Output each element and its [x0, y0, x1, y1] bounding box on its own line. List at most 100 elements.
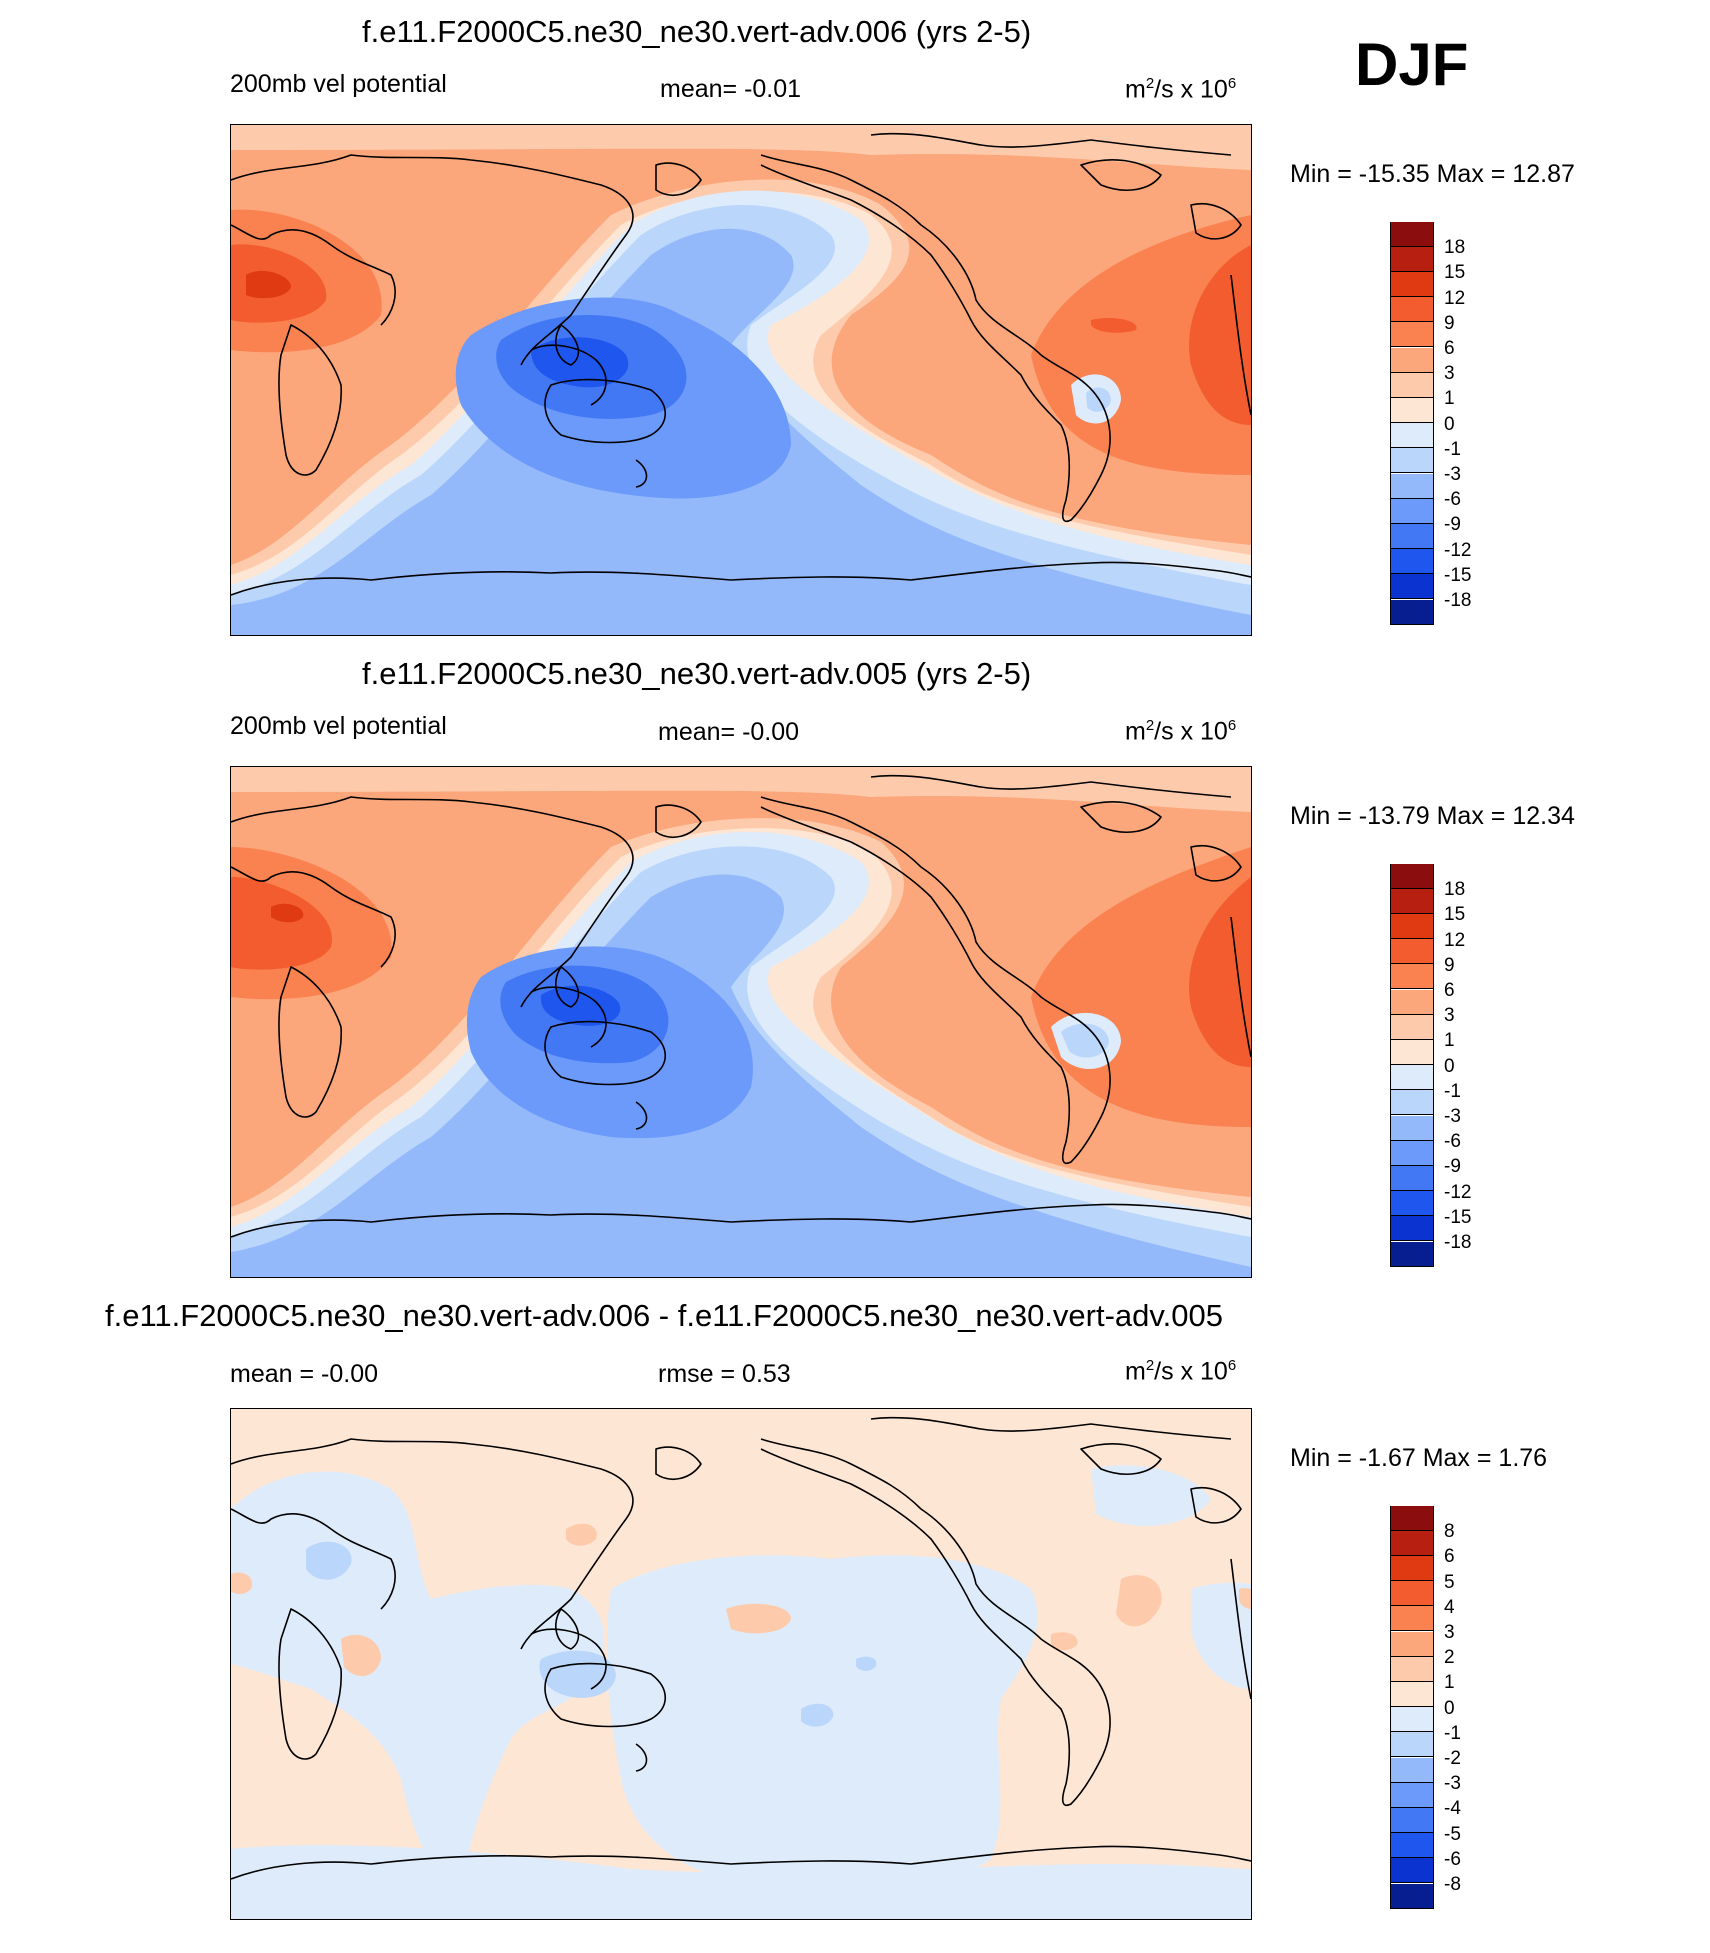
colorbar-tick-label: 6: [1444, 980, 1455, 1001]
colorbar-segment: [1391, 1807, 1433, 1834]
colorbar-tick-label: -1: [1444, 1722, 1461, 1744]
colorbar-tick-label: 6: [1444, 338, 1455, 359]
colorbar-segment: [1391, 372, 1433, 398]
colorbar-segment: [1391, 1757, 1433, 1783]
colorbar-tick-label: 6: [1444, 1546, 1455, 1568]
colorbar-segment: [1391, 347, 1433, 373]
colorbar-segment: [1391, 423, 1433, 449]
colorbar-tick-label: -15: [1444, 564, 1472, 586]
colorbar-segment: [1391, 1631, 1433, 1657]
colorbar-segment: [1391, 1014, 1433, 1040]
panel1-title: f.e11.F2000C5.ne30_ne30.vert-adv.006 (yr…: [362, 14, 1032, 49]
colorbar-tick-label: 8: [1444, 1521, 1455, 1543]
colorbar-tick-label: 1: [1444, 388, 1455, 410]
panel3-title: f.e11.F2000C5.ne30_ne30.vert-adv.006 - f…: [105, 1298, 1223, 1333]
colorbar-segment: [1391, 1581, 1433, 1607]
colorbar-strip: [1390, 1505, 1434, 1910]
panel1-coastlines: [231, 132, 1251, 596]
colorbar-tick-label: -15: [1444, 1206, 1472, 1228]
colorbar-tick-label: -1: [1444, 1080, 1461, 1102]
colorbar-tick-label: -18: [1444, 590, 1472, 611]
colorbar-segment: [1391, 221, 1433, 247]
panel1-left-label: 200mb vel potential: [230, 70, 447, 98]
panel1-colorbar: 18 15 12 9 6 3 1 0 -1 -3 -6 -9 -12 -15 -18: [1390, 221, 1494, 626]
panel3-rmse-label: rmse = 0.53: [658, 1360, 791, 1388]
colorbar-segment: [1391, 1833, 1433, 1859]
panel3-colorbar: 8 6 5 4 3 2 1 0 -1 -2 -3 -4 -5 -6 -8: [1390, 1505, 1494, 1910]
colorbar-segment: [1391, 1883, 1433, 1909]
colorbar-segment: [1391, 1858, 1433, 1884]
panel1-map-svg: [231, 125, 1251, 635]
colorbar-tick-label: -1: [1444, 438, 1461, 460]
colorbar-segment: [1391, 964, 1433, 990]
colorbar-segment: [1391, 1606, 1433, 1632]
colorbar-tick-label: -9: [1444, 514, 1461, 536]
colorbar-segment: [1391, 1555, 1433, 1582]
colorbar-segment: [1391, 1656, 1433, 1682]
colorbar-segment: [1391, 448, 1433, 474]
panel3-field-pos-pac: [726, 1603, 791, 1634]
colorbar-tick-label: 18: [1444, 237, 1466, 259]
panel1-field-africa-high: [1189, 245, 1251, 425]
colorbar-tick-label: 9: [1444, 954, 1455, 976]
panel1-units-label: m2/s x 106: [1125, 75, 1237, 104]
panel3-map: [230, 1408, 1252, 1920]
colorbar-segment: [1391, 1039, 1433, 1066]
panel3-field-pos-west: [231, 1572, 253, 1595]
panel2-minmax-label: Min = -13.79 Max = 12.34: [1290, 802, 1575, 830]
colorbar-tick-label: 3: [1444, 363, 1455, 385]
panel2-coastlines: [231, 774, 1251, 1238]
panel2-field-mideast-high: [231, 877, 332, 970]
panel1-field-tropical-atl: [1091, 318, 1137, 333]
panel2-mean-label: mean= -0.00: [658, 718, 800, 746]
panel3-field-pos-africa: [341, 1634, 381, 1677]
colorbar-segment: [1391, 1191, 1433, 1217]
colorbar-tick-label: 1: [1444, 1672, 1455, 1694]
panel3-minmax-label: Min = -1.67 Max = 1.76: [1290, 1444, 1548, 1472]
panel2-field-sa-pocket2: [1061, 1023, 1109, 1058]
colorbar-segment: [1391, 1505, 1433, 1531]
colorbar-strip: [1390, 221, 1434, 626]
colorbar-tick-label: -6: [1444, 489, 1461, 511]
colorbar-segment: [1391, 1065, 1433, 1091]
colorbar-tick-label: 3: [1444, 1622, 1455, 1643]
colorbar-tick-label: -12: [1444, 1181, 1472, 1203]
colorbar-segment: [1391, 939, 1433, 965]
colorbar-tick-label: 15: [1444, 262, 1466, 284]
colorbar-tick-label: 3: [1444, 1005, 1455, 1027]
panel3-field-neg-africa: [1191, 1582, 1251, 1689]
colorbar-tick-label: 12: [1444, 929, 1466, 951]
colorbar-segment: [1391, 473, 1433, 499]
colorbar-tick-label: -2: [1444, 1748, 1461, 1769]
colorbar-segment: [1391, 1241, 1433, 1267]
colorbar-segment: [1391, 1782, 1433, 1808]
panel3-units-label: m2/s x 106: [1125, 1357, 1237, 1386]
panel1-minmax-label: Min = -15.35 Max = 12.87: [1290, 160, 1575, 188]
colorbar-segment: [1391, 863, 1433, 889]
colorbar-tick-label: 2: [1444, 1647, 1455, 1669]
colorbar-tick-label: 5: [1444, 1571, 1455, 1593]
panel1-field-arctic: [231, 125, 1251, 170]
panel3-coastlines: [231, 1416, 1251, 1880]
panel2-field-minus15: [540, 985, 621, 1026]
colorbar-segment: [1391, 397, 1433, 424]
colorbar-segment: [1391, 498, 1433, 524]
colorbar-tick-label: 9: [1444, 312, 1455, 334]
colorbar-segment: [1391, 1140, 1433, 1166]
panel3-field-pac-neg2: [856, 1656, 877, 1671]
panel1-field-minus15: [531, 337, 629, 388]
panel3-field-mideast-neg: [306, 1541, 352, 1580]
colorbar-tick-label: -5: [1444, 1823, 1461, 1845]
panel2-map: [230, 766, 1252, 1278]
panel2-units-label: m2/s x 106: [1125, 717, 1237, 746]
panel2-title: f.e11.F2000C5.ne30_ne30.vert-adv.005 (yr…: [362, 656, 1032, 691]
colorbar-segment: [1391, 1707, 1433, 1733]
colorbar-tick-label: -8: [1444, 1874, 1461, 1895]
colorbar-tick-label: 15: [1444, 904, 1466, 926]
colorbar-segment: [1391, 989, 1433, 1015]
colorbar-segment: [1391, 599, 1433, 625]
panel3-field-neg-atl: [1091, 1465, 1211, 1526]
colorbar-segment: [1391, 913, 1433, 940]
colorbar-tick-label: -6: [1444, 1848, 1461, 1870]
colorbar-segment: [1391, 888, 1433, 914]
